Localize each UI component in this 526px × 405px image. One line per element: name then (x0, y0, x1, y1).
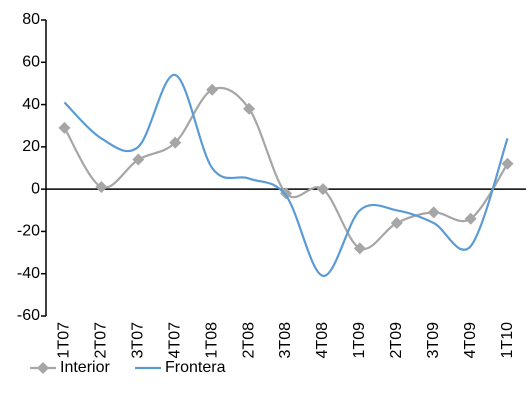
x-tick-label: 2T07 (93, 322, 110, 359)
y-tick-label: -20 (17, 223, 40, 240)
line (63, 86, 509, 251)
x-tick-label: 4T09 (462, 322, 479, 359)
legend-label: Frontera (165, 359, 226, 376)
marker (243, 102, 256, 115)
legend-label: Interior (60, 359, 110, 376)
y-tick-label: 0 (31, 180, 40, 197)
legend-marker (37, 362, 49, 374)
x-tick-label: 1T09 (351, 322, 368, 359)
x-tick-label: 1T10 (499, 322, 516, 359)
marker (464, 212, 477, 225)
x-tick-label: 4T07 (166, 322, 183, 359)
y-tick-label: -60 (17, 307, 40, 324)
y-tick-label: 60 (22, 54, 40, 71)
marker (501, 157, 514, 170)
marker (169, 136, 182, 149)
marker (353, 242, 366, 255)
x-tick-label: 1T07 (56, 322, 73, 359)
x-tick-label: 4T08 (314, 322, 331, 359)
x-tick-label: 1T08 (203, 322, 220, 359)
marker (390, 216, 403, 229)
y-tick-label: 40 (22, 96, 40, 113)
y-tick-label: 80 (22, 11, 40, 28)
marker (316, 183, 329, 196)
y-tick-label: -40 (17, 265, 40, 282)
marker (427, 206, 440, 219)
marker (206, 83, 219, 96)
y-tick-label: 20 (22, 138, 40, 155)
x-tick-label: 3T07 (130, 322, 147, 359)
line (63, 73, 509, 277)
x-tick-label: 2T08 (240, 322, 257, 359)
marker (132, 153, 145, 166)
x-tick-label: 2T09 (388, 322, 405, 359)
marker (95, 181, 108, 194)
x-tick-label: 3T08 (277, 322, 294, 359)
marker (58, 121, 71, 134)
x-tick-label: 3T09 (425, 322, 442, 359)
